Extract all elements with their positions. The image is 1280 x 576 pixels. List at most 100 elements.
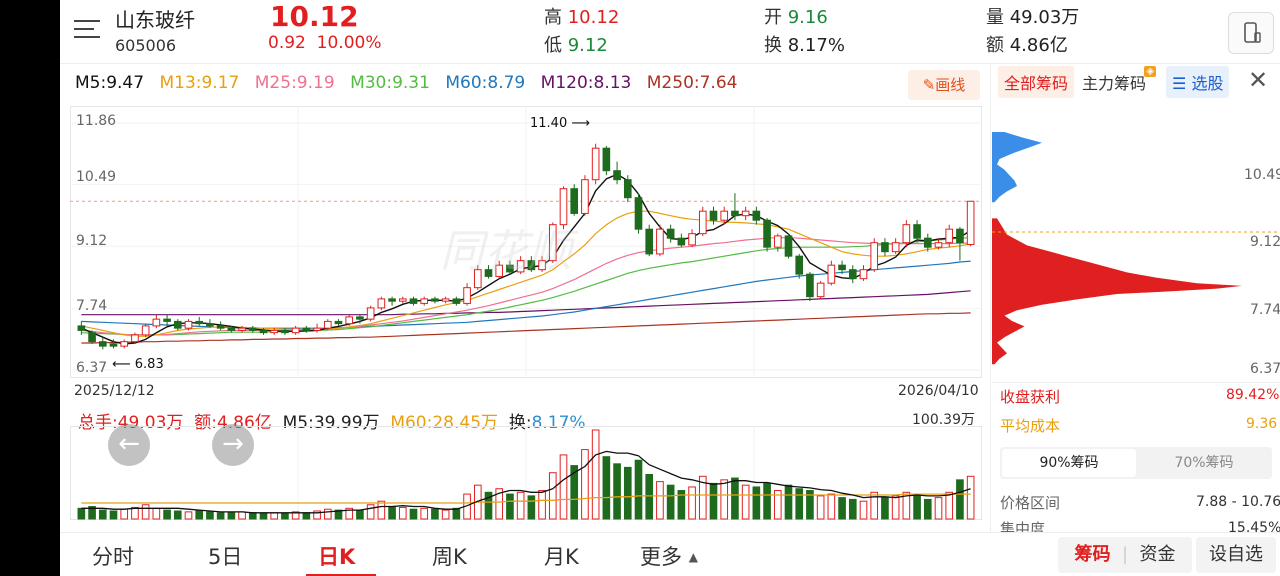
ma120-label: M120:8.13 (540, 73, 632, 93)
candle-body (431, 298, 439, 302)
candle-body (323, 320, 332, 329)
candle-body (806, 273, 814, 298)
date-start: 2025/12/12 (74, 383, 155, 399)
volume-bar (409, 508, 418, 520)
candle-body (495, 264, 504, 277)
y-tick-1: 10.49 (76, 169, 117, 185)
high-price: 高 10.12 (544, 7, 620, 28)
list-icon: ☰ (1172, 74, 1187, 93)
candle-body (677, 237, 686, 246)
ma5-line (81, 173, 971, 345)
candle-body (538, 260, 546, 271)
profit-value: 89.42% (1226, 387, 1280, 403)
chip-red-area (992, 218, 1242, 365)
candle-body (581, 179, 589, 214)
candle-body (548, 224, 557, 262)
volume-bar (131, 506, 139, 520)
candle-body (731, 210, 739, 217)
tab-monthly-k[interactable]: 月K (544, 545, 579, 569)
chips-button[interactable]: 筹码 (1074, 544, 1111, 565)
candle-body (934, 242, 943, 248)
candle-body (741, 210, 750, 217)
volume-bar (806, 490, 814, 520)
candle-body (281, 329, 289, 334)
volume-chart[interactable] (70, 426, 982, 521)
candle-body (441, 298, 450, 302)
tab-all-chips[interactable]: 全部筹码 (998, 66, 1075, 98)
candle-body (109, 343, 118, 347)
candle-body (527, 260, 536, 271)
candle-body (763, 219, 771, 248)
volume-bar (441, 509, 450, 520)
funds-button[interactable]: 资金 (1139, 544, 1176, 565)
volume-bar (666, 484, 675, 520)
candle-body (623, 179, 632, 199)
candle-body (709, 210, 718, 221)
candle-body (956, 228, 964, 244)
volume-bar (784, 484, 793, 520)
current-price: 10.12 (270, 0, 359, 33)
volume-bar (484, 491, 493, 520)
candle-body (902, 224, 911, 244)
volume-bar (870, 491, 879, 520)
chip-tick-0: 10.49 (1244, 167, 1280, 183)
candle-body (206, 323, 214, 327)
volume-bar (891, 495, 900, 520)
volume-amount: 额:4.86亿 (194, 413, 272, 433)
candle-body (216, 325, 225, 329)
chip-range-segment: 90%筹码 70%筹码 (1000, 447, 1272, 479)
volume-bar (206, 511, 214, 520)
candlestick-chart[interactable] (70, 106, 982, 406)
volume-bar (431, 508, 439, 520)
volume-bar (88, 506, 96, 520)
menu-icon[interactable] (74, 18, 102, 42)
chip-tick-2: 7.74 (1250, 302, 1280, 318)
candle-body (270, 329, 279, 334)
seg-70-button[interactable]: 70%筹码 (1174, 455, 1234, 471)
volume-bar (720, 479, 729, 520)
landscape-toggle-button[interactable] (1228, 12, 1274, 54)
draw-line-button[interactable]: ✎画线 (908, 70, 980, 100)
volume-bar (731, 477, 739, 520)
volume-bar (506, 493, 514, 520)
select-stock-button[interactable]: ☰ 选股 (1166, 66, 1230, 98)
add-watchlist-button[interactable]: 设自选 (1196, 537, 1276, 573)
volume-bar (195, 510, 204, 520)
tab-main-chips[interactable]: 主力筹码 ◈ (1082, 66, 1157, 93)
candle-body (473, 269, 482, 289)
tab-more[interactable]: 更多 ▲ (640, 545, 698, 569)
volume-bar (602, 456, 611, 520)
chip-tick-3: 6.37 (1250, 361, 1280, 377)
candle-body (966, 200, 975, 245)
candle-body (848, 269, 857, 280)
candle-body (366, 307, 375, 320)
seg-90-button[interactable]: 90%筹码 (1002, 449, 1136, 477)
volume-bar (323, 508, 332, 520)
next-arrow-button[interactable]: → (212, 424, 254, 466)
volume-bar (838, 497, 846, 520)
tab-weekly-k[interactable]: 周K (432, 545, 467, 569)
stock-code: 605006 (115, 36, 177, 55)
volume-bar (345, 507, 354, 520)
volume-bar (677, 490, 686, 520)
candle-body (881, 242, 889, 253)
stock-app: 山东玻纤 605006 10.12 0.92 10.00% 高 10.12 低 … (60, 0, 1280, 576)
volume-bar (281, 513, 289, 520)
candle-body (559, 188, 568, 226)
candle-body (870, 242, 879, 271)
tab-daily-k[interactable]: 日K (318, 545, 356, 569)
candle-body (602, 147, 611, 172)
volume-bar (763, 482, 771, 520)
candle-body (773, 235, 782, 248)
tab-5day[interactable]: 5日 (208, 545, 243, 569)
tab-intraday[interactable]: 分时 (92, 545, 134, 569)
volume-bar (966, 475, 975, 520)
close-icon[interactable]: ✕ (1248, 66, 1269, 94)
prev-arrow-button[interactable]: ← (108, 424, 150, 466)
avg-cost-label: 平均成本 (1000, 417, 1061, 435)
arrow-right-icon: → (222, 429, 244, 459)
turnover-rate: 换 8.17% (764, 35, 845, 56)
stock-name: 山东玻纤 (115, 8, 195, 32)
volume-bar (581, 449, 589, 520)
ma250-label: M250:7.64 (646, 73, 738, 93)
